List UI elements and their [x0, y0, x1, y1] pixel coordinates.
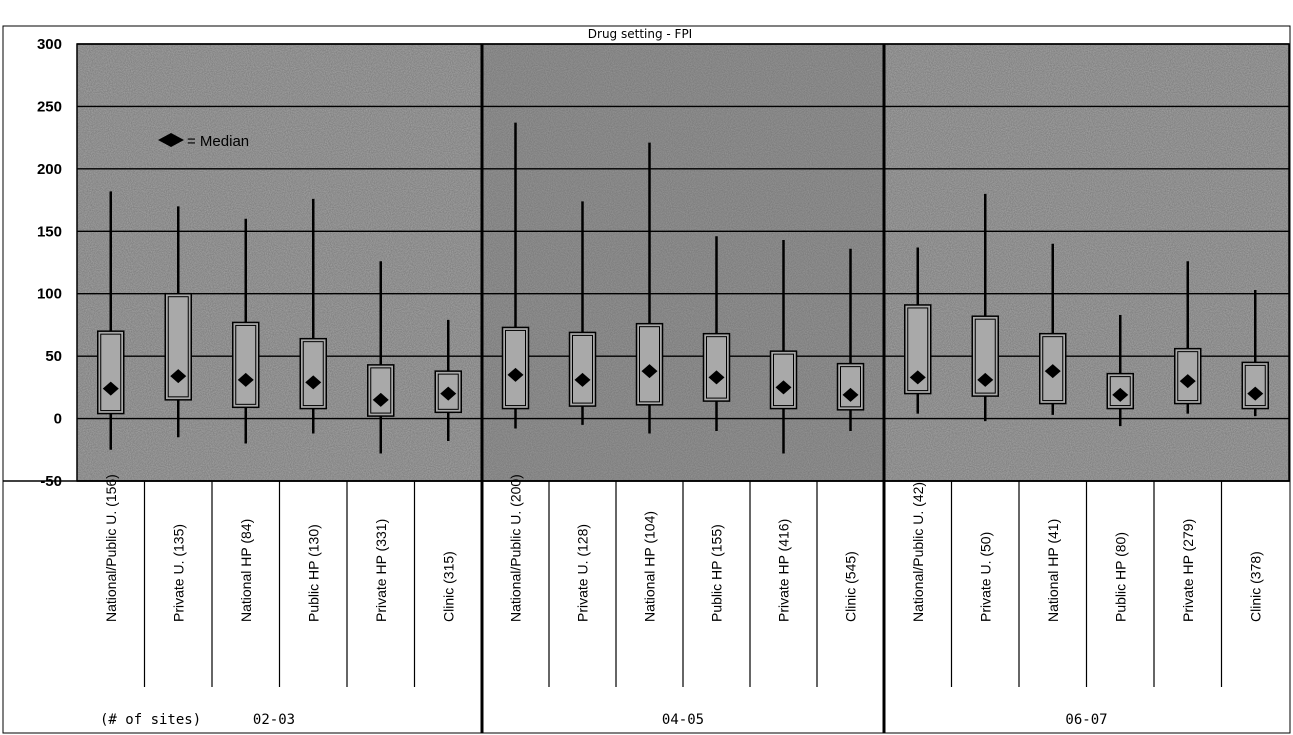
- plot-band-04-05: [482, 44, 884, 481]
- category-label: National HP (84): [238, 519, 254, 622]
- iqr-box: [702, 332, 731, 402]
- median-marker: [237, 372, 254, 387]
- iqr-box-inner: [302, 341, 324, 407]
- median-marker: [440, 386, 457, 401]
- iqr-box-inner: [840, 366, 861, 408]
- category-label: Public HP (80): [1112, 532, 1128, 622]
- y-tick-label: 50: [45, 348, 62, 365]
- median-marker: [372, 392, 389, 407]
- median-marker: [708, 370, 725, 385]
- iqr-box: [836, 362, 865, 411]
- category-label: National HP (104): [642, 511, 658, 622]
- median-marker: [1112, 387, 1129, 402]
- category-label: National/Public U. (156): [103, 474, 119, 622]
- iqr-box-inner: [974, 318, 996, 394]
- category-label: Clinic (315): [440, 551, 456, 622]
- iqr-box-inner: [167, 296, 189, 398]
- median-marker: [641, 364, 658, 379]
- category-label: Clinic (545): [843, 551, 859, 622]
- median-marker: [775, 380, 792, 395]
- iqr-box: [1174, 347, 1202, 405]
- iqr-box-inner: [773, 353, 794, 407]
- iqr-box-inner: [1042, 336, 1064, 402]
- iqr-box: [299, 337, 327, 410]
- iqr-box-inner: [907, 307, 929, 392]
- category-label: Clinic (378): [1247, 551, 1263, 622]
- iqr-box: [97, 330, 125, 415]
- median-marker: [574, 372, 591, 387]
- median-marker: [842, 387, 859, 402]
- iqr-box: [568, 331, 597, 407]
- sites-note: (# of sites): [100, 712, 201, 728]
- chart-frame: [2, 25, 1291, 734]
- category-label: Public HP (130): [305, 524, 321, 622]
- y-tick-label: 0: [54, 411, 62, 428]
- iqr-box-inner: [437, 373, 459, 410]
- category-label: National HP (41): [1045, 519, 1061, 622]
- iqr-box-inner: [706, 336, 727, 399]
- iqr-box: [1241, 361, 1269, 410]
- category-label: Private HP (279): [1180, 519, 1196, 622]
- median-marker: [305, 375, 322, 390]
- category-label: Public HP (155): [709, 524, 725, 622]
- iqr-box-inner: [1244, 364, 1266, 407]
- median-marker: [507, 367, 524, 382]
- iqr-box-inner: [572, 334, 593, 404]
- category-label: National/Public U. (200): [508, 474, 524, 622]
- group-label-02-03: 02-03: [253, 712, 295, 728]
- median-marker: [1044, 364, 1061, 379]
- median-marker: [1179, 374, 1196, 389]
- iqr-box-inner: [235, 324, 257, 405]
- iqr-box-inner: [1109, 376, 1131, 407]
- median-marker: [909, 370, 926, 385]
- category-label: Private U. (128): [575, 524, 591, 622]
- group-label-06-07: 06-07: [1065, 712, 1107, 728]
- group-label-04-05: 04-05: [662, 712, 704, 728]
- y-tick-label: 250: [37, 98, 62, 115]
- median-marker: [977, 372, 994, 387]
- median-marker: [170, 369, 187, 384]
- category-label: Private U. (135): [170, 524, 186, 622]
- chart-title: Drug setting - FPI: [588, 27, 692, 41]
- iqr-box-inner: [505, 329, 526, 407]
- median-marker: [102, 381, 119, 396]
- iqr-box-inner: [1177, 351, 1199, 402]
- iqr-box-inner: [639, 326, 660, 403]
- y-tick-label: 150: [37, 223, 62, 240]
- y-tick-label: 100: [37, 286, 62, 303]
- plot-texture: [77, 44, 1289, 481]
- iqr-box: [232, 321, 260, 409]
- iqr-box-inner: [370, 367, 392, 414]
- iqr-box: [635, 322, 664, 406]
- median-marker: [1247, 386, 1264, 401]
- iqr-box: [769, 350, 798, 410]
- y-tick-label: 300: [37, 36, 62, 53]
- legend-label: = Median: [187, 133, 249, 150]
- iqr-box: [367, 364, 395, 417]
- iqr-box-inner: [100, 333, 122, 412]
- category-label: Private HP (331): [373, 519, 389, 622]
- iqr-box: [164, 292, 192, 401]
- category-label: Private HP (416): [776, 519, 792, 622]
- category-label: National/Public U. (42): [910, 482, 926, 622]
- y-tick-label: 200: [37, 161, 62, 178]
- category-label: Private U. (50): [977, 532, 993, 622]
- legend-median-marker: [158, 133, 184, 147]
